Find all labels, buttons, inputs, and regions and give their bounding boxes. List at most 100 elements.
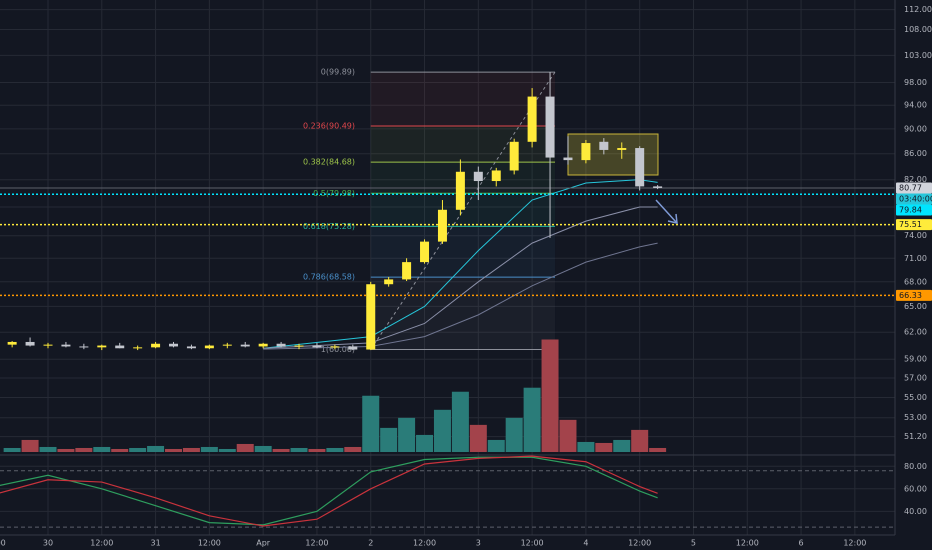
price-line-label-box (896, 289, 932, 301)
volume-bar (290, 447, 308, 452)
y-tick-label: 65.00 (904, 302, 927, 311)
x-tick-label: 5 (691, 539, 696, 548)
countdown-label: 03:40:00 (899, 194, 932, 203)
x-tick-label: Apr (256, 539, 271, 548)
fib-zone (370, 125, 556, 163)
y-tick-label: 55.00 (904, 393, 927, 402)
fib-label: 0(99.89) (321, 68, 355, 77)
volume-bar (39, 446, 57, 452)
osc-line (0, 456, 658, 526)
x-tick-label: 12:00 (0, 539, 6, 548)
volume-bar (469, 424, 487, 452)
candle-body (258, 343, 268, 347)
volume-bar (326, 447, 344, 452)
volume-bar (75, 447, 93, 452)
x-tick-label: 4 (583, 539, 588, 548)
candle-body (348, 346, 358, 350)
candle-body (79, 346, 89, 348)
y-tick-label: 108.00 (904, 25, 932, 34)
candle-body (599, 141, 609, 150)
candle-body (97, 345, 107, 348)
volume-bar (3, 447, 21, 452)
x-tick-label: 12:00 (413, 539, 436, 548)
fib-label: 0.618(75.28) (303, 222, 355, 231)
oscillator-pane (0, 455, 895, 528)
volume-bar (272, 448, 290, 452)
osc-tick-label: 80.00 (904, 462, 927, 471)
x-tick-label: 12:00 (736, 539, 759, 548)
price-line-label: 66.33 (899, 291, 922, 300)
x-tick-label: 12:00 (628, 539, 651, 548)
x-tick-label: 30 (43, 539, 53, 548)
y-tick-label: 59.00 (904, 355, 927, 364)
fib-label: 1(60.06) (321, 345, 355, 354)
x-tick-label: 2 (368, 539, 373, 548)
x-tick-label: 12:00 (305, 539, 328, 548)
candle-body (455, 171, 465, 210)
osc-line (0, 455, 658, 527)
x-tick-label: 12:00 (843, 539, 866, 548)
volume-bar (541, 339, 559, 452)
volume-pane (3, 339, 667, 452)
candle-body (384, 279, 394, 285)
x-tick-label: 3 (476, 539, 481, 548)
candle-body (186, 346, 196, 349)
y-tick-label: 90.00 (904, 124, 927, 133)
osc-tick-label: 40.00 (904, 507, 927, 516)
y-tick-label: 103.00 (904, 51, 932, 60)
volume-bar (613, 439, 631, 452)
projection-arrow (655, 199, 678, 224)
volume-bar (380, 427, 398, 452)
countdown-label-box (896, 193, 932, 205)
volume-bar (182, 447, 200, 452)
volume-bar (165, 448, 183, 452)
candle-body (43, 344, 53, 346)
candle-body (330, 346, 340, 348)
volume-bar (595, 442, 613, 452)
volume-bar (577, 441, 595, 452)
y-tick-label: 86.00 (904, 149, 927, 158)
volume-bar (147, 445, 165, 452)
y-tick-label: 94.00 (904, 101, 927, 110)
candle-body (294, 345, 304, 347)
price-lines (0, 187, 895, 297)
volume-bar (398, 417, 416, 452)
volume-bar (505, 417, 523, 452)
candle-body (312, 345, 322, 348)
candle-body (133, 347, 143, 349)
price-line-label: 75.51 (899, 220, 922, 229)
candle-body (61, 344, 71, 347)
candle-body (509, 141, 519, 171)
y-tick-label: 51.20 (904, 432, 927, 441)
candle-body (240, 344, 250, 347)
volume-bar (523, 387, 541, 452)
volume-bar (200, 446, 218, 452)
candle-body (653, 186, 663, 188)
y-tick-label: 74.00 (904, 231, 927, 240)
volume-bar (433, 409, 451, 452)
candles (7, 72, 663, 351)
candle-body (222, 344, 232, 346)
candle-body (527, 96, 537, 142)
last-price-label-box (896, 182, 932, 194)
volume-bar (254, 445, 272, 452)
x-tick-label: 31 (150, 539, 160, 548)
axes: 12:00 30 12:00 31 12:00 Apr 12:00 2 12:00 3 12:00 4… (0, 5, 932, 548)
fib-trend-line (370, 71, 556, 350)
volume-bar (362, 395, 380, 452)
fib-label: 0.786(68.58) (303, 273, 355, 282)
price-line-label-box (896, 219, 932, 231)
y-tick-label: 53.00 (904, 413, 927, 422)
volume-bar (111, 448, 129, 452)
volume-bar (416, 434, 434, 452)
candle-body (581, 143, 591, 161)
y-tick-label: 112.00 (904, 5, 932, 14)
fib-zone (370, 277, 556, 350)
fib-label: 0.236(90.49) (303, 121, 355, 130)
volume-bar (129, 447, 147, 452)
candle-body (7, 341, 17, 345)
x-tick-label: 12:00 (198, 539, 221, 548)
y-tick-label: 62.00 (904, 328, 927, 337)
y-tick-label: 82.00 (904, 175, 927, 184)
